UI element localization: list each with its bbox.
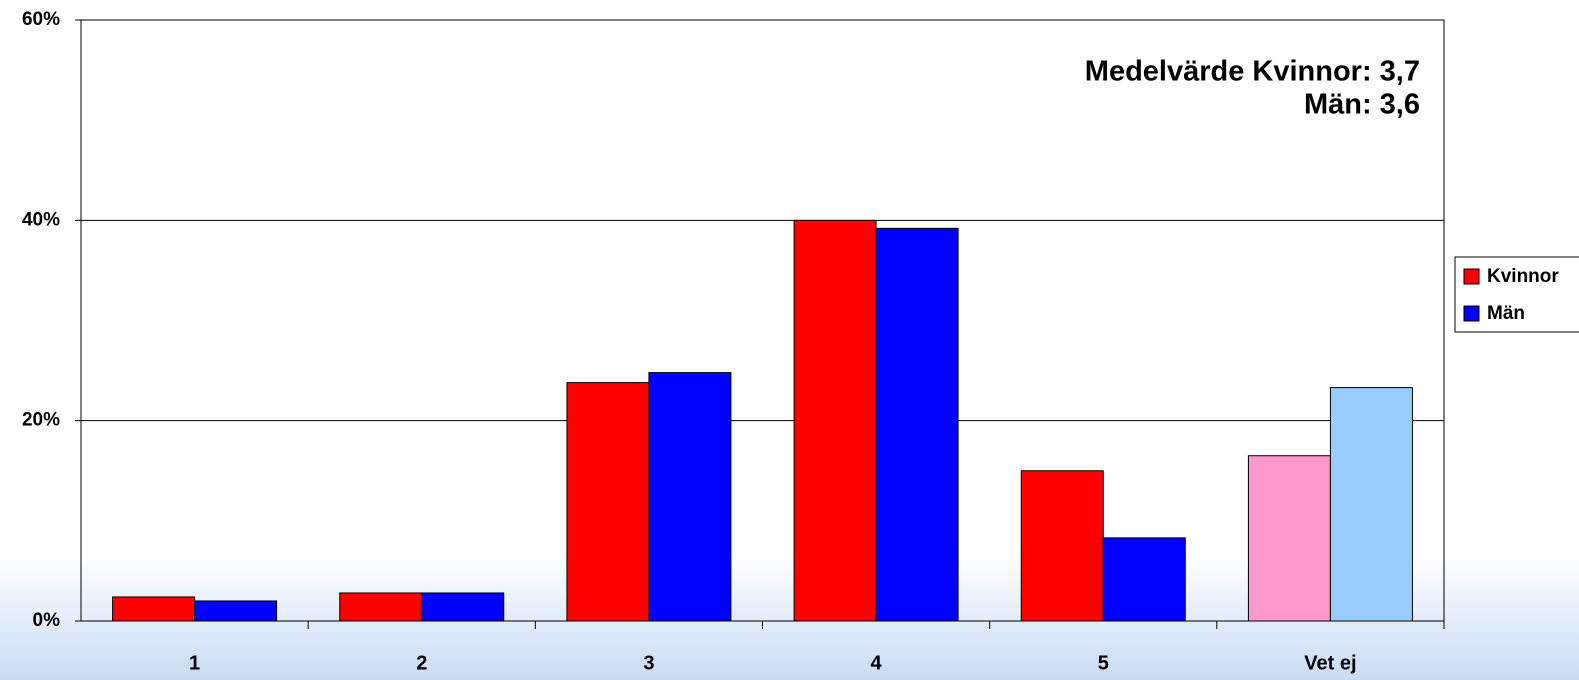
bar: [194, 600, 278, 622]
bar: [1247, 455, 1331, 622]
legend-swatch: [1463, 268, 1480, 285]
y-tick-label: 40%: [22, 209, 60, 230]
bar: [648, 372, 732, 622]
x-tick-label: 2: [416, 652, 427, 674]
legend-swatch: [1463, 305, 1480, 322]
legend-label: Män: [1487, 303, 1525, 324]
bar: [421, 592, 505, 622]
legend-label: Kvinnor: [1487, 266, 1559, 287]
bar: [566, 382, 650, 622]
bar: [1020, 470, 1104, 622]
bar: [1329, 387, 1413, 622]
y-tick-label: 60%: [22, 9, 60, 30]
x-tick-label: 1: [189, 652, 200, 674]
x-tick-label: 5: [1098, 652, 1109, 674]
bar: [793, 219, 877, 622]
x-tick-label: 3: [643, 652, 654, 674]
y-tick-label: 0%: [33, 610, 61, 631]
annotation: Medelvärde Kvinnor: 3,7: [1085, 56, 1420, 88]
bar: [875, 227, 959, 622]
bar: [112, 596, 196, 622]
x-tick-label: 4: [871, 652, 883, 674]
bar: [1102, 537, 1186, 622]
x-tick-label: Vet ej: [1304, 652, 1356, 674]
bar: [339, 592, 423, 622]
y-tick-label: 20%: [22, 410, 60, 431]
annotation: Män: 3,6: [1304, 89, 1420, 121]
